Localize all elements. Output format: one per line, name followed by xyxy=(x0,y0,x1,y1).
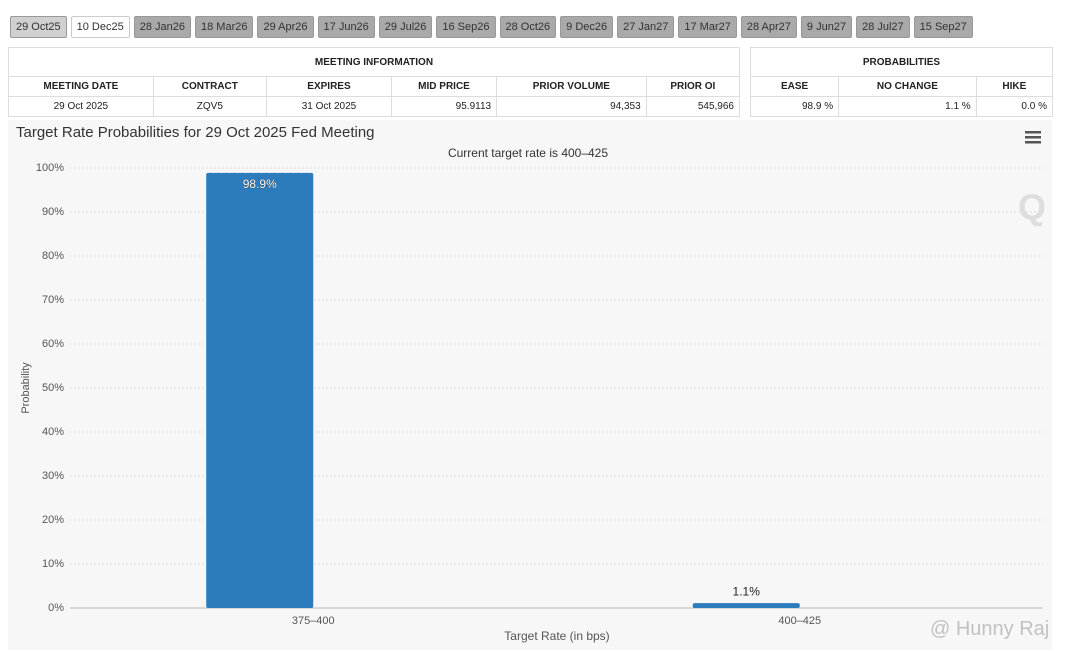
y-tick-label: 0% xyxy=(48,602,64,614)
tab[interactable]: 28 Oct26 xyxy=(499,16,557,38)
cell: 0.0 % xyxy=(975,96,1054,117)
logo: Q xyxy=(1018,187,1046,228)
chart-subtitle: Current target rate is 400–425 xyxy=(448,146,608,160)
column-header: CONTRACT xyxy=(152,76,268,97)
tab[interactable]: 29 Apr26 xyxy=(257,16,314,38)
tab[interactable]: 17 Mar27 xyxy=(678,16,737,38)
cell: 29 Oct 2025 xyxy=(8,96,154,117)
menu-icon[interactable] xyxy=(1025,131,1041,144)
y-tick-label: 60% xyxy=(42,338,64,350)
watermark: @ Hunny Raj xyxy=(930,618,1050,640)
chart: Q Target Rate Probabilities for 29 Oct 2… xyxy=(8,120,1052,650)
tab[interactable]: 28 Apr27 xyxy=(740,16,797,38)
tab[interactable]: 17 Jun26 xyxy=(317,16,375,38)
tab[interactable]: 9 Jun27 xyxy=(800,16,853,38)
y-tick-label: 20% xyxy=(42,514,64,526)
column-header: HIKE xyxy=(975,76,1054,97)
y-tick-label: 50% xyxy=(42,382,64,394)
meeting-table: MEETING INFORMATION MEETING DATE CONTRACT E… xyxy=(8,47,741,117)
bar xyxy=(692,603,800,608)
probability-table: PROBABILITIES EASE NO CHANGE HIKE 98.9 % 1.1 … xyxy=(749,47,1054,117)
title-row: PROBABILITIES xyxy=(750,47,1053,77)
tab[interactable]: 27 Jan27 xyxy=(617,16,675,38)
title-row: MEETING INFORMATION xyxy=(8,47,740,77)
y-tick-label: 70% xyxy=(42,294,64,306)
cell: ZQV5 xyxy=(152,96,268,117)
tab[interactable]: 28 Jan26 xyxy=(133,16,191,38)
cell: 95.9113 xyxy=(390,96,498,117)
data-row: 98.9 % 1.1 % 0.0 % xyxy=(749,96,1054,117)
cell: 545,966 xyxy=(645,96,741,117)
y-axis-label: Probability xyxy=(20,362,32,414)
tab[interactable]: 29 Jul26 xyxy=(378,16,433,38)
y-tick-label: 10% xyxy=(42,558,64,570)
meeting-tabs: 29 Oct25 10 Dec25 28 Jan26 18 Mar26 29 Apr26… xyxy=(10,16,973,38)
column-header: EXPIRES xyxy=(266,76,392,97)
tab[interactable]: 29 Oct25 xyxy=(10,16,67,38)
cell: 94,353 xyxy=(496,96,647,117)
column-header: PRIOR VOLUME xyxy=(496,76,647,97)
header-row: MEETING DATE CONTRACT EXPIRES MID PRICE PRIO… xyxy=(8,76,741,97)
data-label: 98.9% xyxy=(243,177,277,191)
chart-title: Target Rate Probabilities for 29 Oct 202… xyxy=(16,124,375,141)
tab[interactable]: 16 Sep26 xyxy=(436,16,496,38)
y-tick-label: 40% xyxy=(42,426,64,438)
y-tick-label: 100% xyxy=(36,162,64,174)
tab[interactable]: 9 Dec26 xyxy=(560,16,614,38)
tab[interactable]: 18 Mar26 xyxy=(195,16,254,38)
x-axis-label: Target Rate (in bps) xyxy=(504,629,609,643)
data-row: 29 Oct 2025 ZQV5 31 Oct 2025 95.9113 94,353 5… xyxy=(8,96,741,117)
table-title: PROBABILITIES xyxy=(750,47,1053,77)
x-tick-label: 400–425 xyxy=(778,615,821,627)
column-header: PRIOR OI xyxy=(645,76,741,97)
tab[interactable]: 15 Sep27 xyxy=(913,16,973,38)
column-header: MEETING DATE xyxy=(8,76,154,97)
column-header: MID PRICE xyxy=(390,76,498,97)
x-tick-label: 375–400 xyxy=(292,615,335,627)
column-header: NO CHANGE xyxy=(838,76,977,97)
tab[interactable]: 28 Jul27 xyxy=(856,16,910,38)
table-title: MEETING INFORMATION xyxy=(8,47,740,77)
cell: 31 Oct 2025 xyxy=(266,96,392,117)
data-label: 1.1% xyxy=(733,584,761,598)
y-tick-label: 80% xyxy=(42,250,64,262)
y-tick-label: 90% xyxy=(42,206,64,218)
y-tick-label: 30% xyxy=(42,470,64,482)
cell: 1.1 % xyxy=(838,96,977,117)
tab[interactable]: 10 Dec25 xyxy=(70,16,130,38)
cell: 98.9 % xyxy=(749,96,840,117)
column-header: EASE xyxy=(749,76,840,97)
bar xyxy=(206,172,314,608)
header-row: EASE NO CHANGE HIKE xyxy=(749,76,1054,97)
